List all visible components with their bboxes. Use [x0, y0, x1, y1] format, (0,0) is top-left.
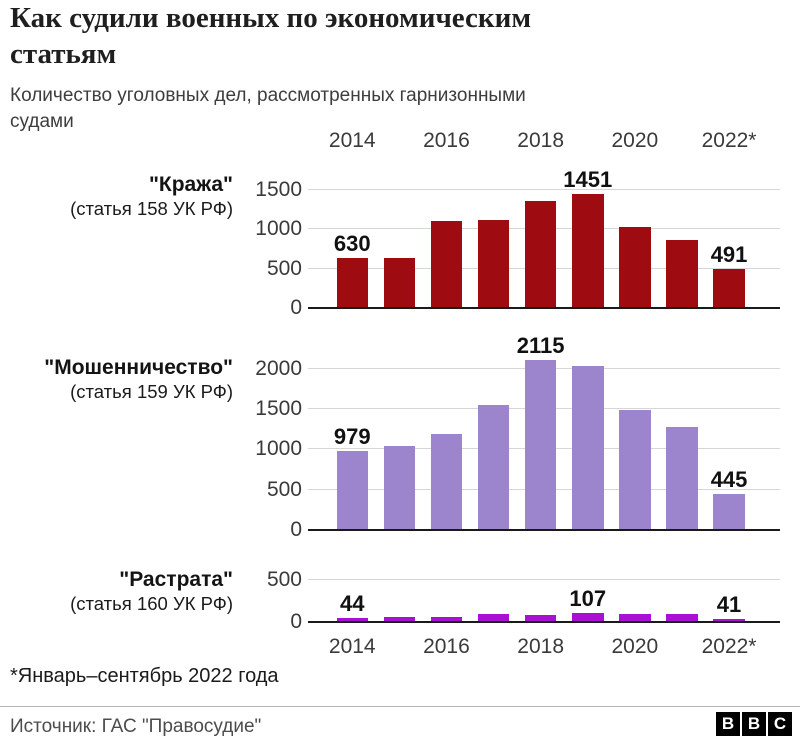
value-label-1451: 1451: [563, 166, 613, 192]
value-label-630: 630: [333, 231, 371, 257]
bar-2022: [713, 269, 745, 308]
source-text: Источник: ГАС "Правосудие": [10, 716, 262, 737]
row-label-embezzlement-title: "Растрата": [119, 568, 233, 591]
value-label-44: 44: [340, 591, 365, 617]
row-label-theft: "Кража" (статья 158 УК РФ): [0, 172, 233, 220]
year-label-2016: 2016: [423, 129, 470, 152]
year-label-2016: 2016: [423, 635, 470, 658]
y-tick-2000: 2000: [255, 356, 302, 380]
bbc-logo-letter-b1: B: [716, 712, 740, 736]
row-label-embezzlement: "Растрата" (статья 160 УК РФ): [0, 567, 233, 615]
title-line-2: статьям: [10, 38, 117, 70]
divider-line: [0, 706, 800, 707]
value-label-491: 491: [710, 242, 748, 268]
y-tick-1000: 1000: [255, 437, 302, 461]
bbc-logo-letter-c: C: [768, 712, 792, 736]
bar-2017: [477, 219, 510, 308]
footnote: *Январь–сентябрь 2022 года: [10, 665, 279, 687]
y-tick-500: 500: [266, 477, 302, 501]
bar-2020: [619, 410, 651, 530]
bbc-logo: B B C: [716, 712, 792, 736]
bar-2022: [713, 494, 745, 530]
row-label-embezzlement-sub: (статья 160 УК РФ): [70, 593, 233, 614]
chart-title: Как судили военных по экономическим стать…: [10, 0, 790, 72]
bar-2014: [336, 451, 368, 530]
y-tick-1500: 1500: [255, 178, 302, 202]
value-label-107: 107: [569, 586, 607, 612]
bar-2016: [430, 220, 463, 308]
bar-2020: [619, 614, 651, 622]
bar-2019: [572, 365, 604, 530]
year-label-2022: 2022*: [701, 635, 757, 658]
year-label-2014: 2014: [328, 129, 376, 152]
bar-2014: [336, 618, 368, 622]
plot-theft: 0 500 1000 1500 630 1451 491: [255, 168, 780, 319]
y-tick-0: 0: [290, 610, 302, 633]
year-label-2022: 2022*: [701, 129, 757, 152]
y-tick-0: 0: [290, 518, 302, 541]
bar-2022: [713, 618, 745, 622]
bar-2018: [524, 614, 557, 622]
bar-2019: [572, 613, 604, 622]
bar-2016: [430, 617, 463, 622]
bbc-logo-letter-b2: B: [742, 712, 766, 736]
x-axis-bottom: 2014 2016 2018 2020 2022*: [0, 635, 800, 661]
bar-2021: [666, 426, 698, 530]
bar-2016: [430, 434, 463, 530]
row-label-theft-sub: (статья 158 УК РФ): [70, 198, 233, 219]
subtitle-line-2: судами: [10, 111, 74, 132]
bar-2017: [477, 614, 510, 622]
year-label-2020: 2020: [611, 129, 659, 152]
row-label-fraud-sub: (статья 159 УК РФ): [70, 381, 233, 402]
x-axis-top: 2014 2016 2018 2020 2022*: [0, 129, 800, 155]
subtitle-line-1: Количество уголовных дел, рассмотренных …: [10, 85, 526, 106]
value-label-979: 979: [333, 424, 371, 450]
bar-2018: [524, 200, 557, 308]
y-tick-1500: 1500: [255, 397, 302, 421]
bar-2015: [383, 446, 416, 530]
chart-subtitle: Количество уголовных дел, рассмотренных …: [10, 83, 790, 135]
year-label-2020: 2020: [611, 635, 659, 658]
value-label-41: 41: [716, 591, 742, 617]
x-axis-baseline: [308, 307, 780, 309]
title-line-1: Как судили военных по экономическим: [10, 2, 532, 34]
year-label-2018: 2018: [517, 129, 564, 152]
value-label-2115: 2115: [516, 332, 565, 358]
x-axis-baseline: [308, 621, 780, 623]
gridline: [308, 579, 780, 580]
plot-embezzlement: 0 500 44 107 41: [267, 569, 780, 633]
bar-2015: [383, 257, 416, 308]
bar-2017: [477, 405, 510, 530]
y-tick-0: 0: [290, 296, 302, 319]
year-label-2018: 2018: [517, 635, 564, 658]
bar-2018: [524, 359, 557, 530]
x-axis-baseline: [308, 529, 780, 531]
bar-2021: [666, 239, 698, 308]
bar-2019: [572, 193, 604, 308]
row-label-theft-title: "Кража": [148, 173, 233, 196]
row-label-fraud: "Мошенничество" (статья 159 УК РФ): [0, 355, 233, 403]
bar-2021: [666, 614, 698, 622]
value-label-445: 445: [710, 467, 748, 493]
row-label-fraud-title: "Мошенничество": [44, 356, 233, 379]
year-label-2014: 2014: [328, 635, 376, 658]
bar-2015: [383, 616, 416, 622]
bar-2020: [619, 226, 651, 308]
bar-2014: [336, 258, 368, 308]
plot-fraud: 0 500 1000 1500 2000 979 2115 445: [255, 334, 780, 541]
y-tick-500: 500: [266, 568, 302, 591]
gridline: [308, 189, 780, 191]
y-tick-1000: 1000: [255, 217, 302, 241]
y-tick-500: 500: [266, 256, 302, 280]
